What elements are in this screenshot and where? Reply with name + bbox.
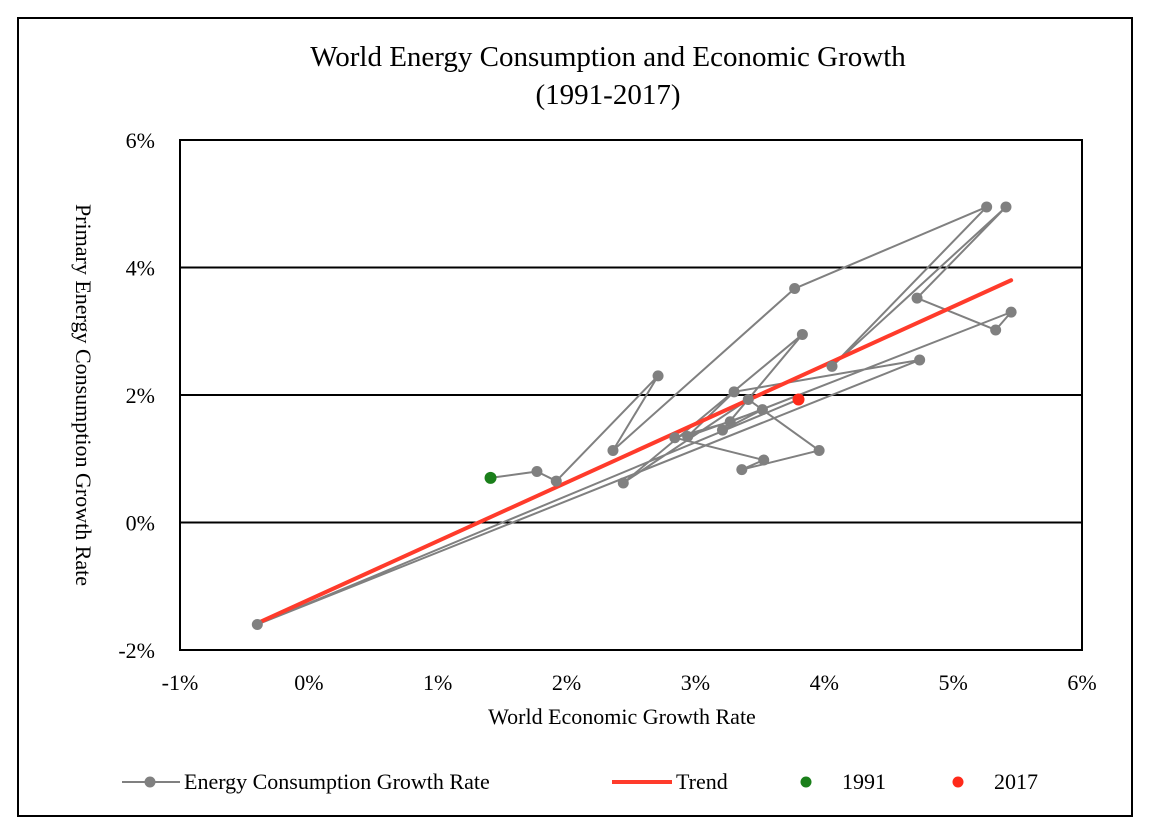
energy-data-point — [669, 432, 681, 444]
chart-frame — [17, 17, 1133, 817]
energy-data-point — [531, 466, 543, 477]
energy-data-point — [1000, 201, 1012, 213]
chart-title: World Energy Consumption and Economic Gr… — [310, 41, 906, 73]
energy-data-point — [789, 283, 801, 295]
x-tick-label: 4% — [810, 670, 839, 695]
chart-subtitle: (1991-2017) — [536, 79, 681, 111]
x-axis-ticks: -1% 0% 1% 2% 3% 4% 5% 6% — [162, 670, 1097, 695]
energy-data-point — [724, 416, 736, 428]
energy-data-point — [728, 386, 740, 398]
legend-label-2017: 2017 — [994, 769, 1038, 794]
y-tick-label: 6% — [126, 128, 155, 153]
energy-data-point — [756, 404, 768, 416]
x-tick-label: 3% — [681, 670, 710, 695]
x-tick-label: 6% — [1067, 670, 1096, 695]
energy-data-point — [796, 328, 808, 340]
gridlines — [180, 266, 1082, 524]
energy-data-point — [716, 424, 728, 436]
y-axis-ticks: -2% 0% 2% 4% 6% — [118, 128, 155, 663]
y-axis-title: Primary Energy Consumption Growth Rate — [71, 204, 96, 586]
energy-data-point — [251, 619, 263, 630]
energy-data-point — [826, 360, 838, 372]
energy-data-point — [813, 444, 825, 456]
energy-data-point — [914, 354, 926, 366]
y-tick-label: 2% — [126, 383, 155, 408]
legend-swatch-energy-marker — [144, 776, 156, 788]
legend-swatch-2017 — [952, 776, 964, 788]
y-tick-label: 0% — [126, 511, 155, 536]
x-tick-label: 2% — [552, 670, 581, 695]
energy-data-point — [550, 475, 562, 487]
energy-data-point — [990, 324, 1002, 336]
legend-swatch-1991 — [800, 776, 812, 788]
y-tick-label: -2% — [118, 638, 155, 663]
energy-data-point — [1005, 306, 1017, 318]
x-tick-label: 0% — [294, 670, 323, 695]
legend-label-1991: 1991 — [842, 769, 886, 794]
highlight-point-1991 — [484, 471, 497, 484]
energy-data-point — [736, 464, 748, 476]
energy-series-line — [256, 205, 1013, 626]
y-tick-label: 4% — [126, 256, 155, 281]
highlight-point-2017 — [792, 393, 805, 406]
energy-data-point — [758, 454, 770, 466]
x-tick-label: 5% — [938, 670, 967, 695]
energy-data-point — [607, 444, 619, 456]
energy-data-point — [682, 430, 694, 442]
energy-data-point — [911, 292, 923, 304]
energy-data-point — [652, 370, 664, 382]
x-tick-label: 1% — [423, 670, 452, 695]
trend-line — [255, 278, 1014, 626]
x-tick-label: -1% — [162, 670, 199, 695]
legend-label-energy: Energy Consumption Growth Rate — [184, 769, 490, 794]
x-axis-title: World Economic Growth Rate — [488, 704, 756, 729]
energy-data-point — [981, 201, 993, 213]
legend: Energy Consumption Growth Rate Trend 199… — [122, 769, 1038, 794]
series-layer — [251, 201, 1017, 630]
energy-data-point — [742, 393, 754, 405]
legend-label-trend: Trend — [676, 769, 728, 794]
energy-data-point — [617, 477, 629, 489]
